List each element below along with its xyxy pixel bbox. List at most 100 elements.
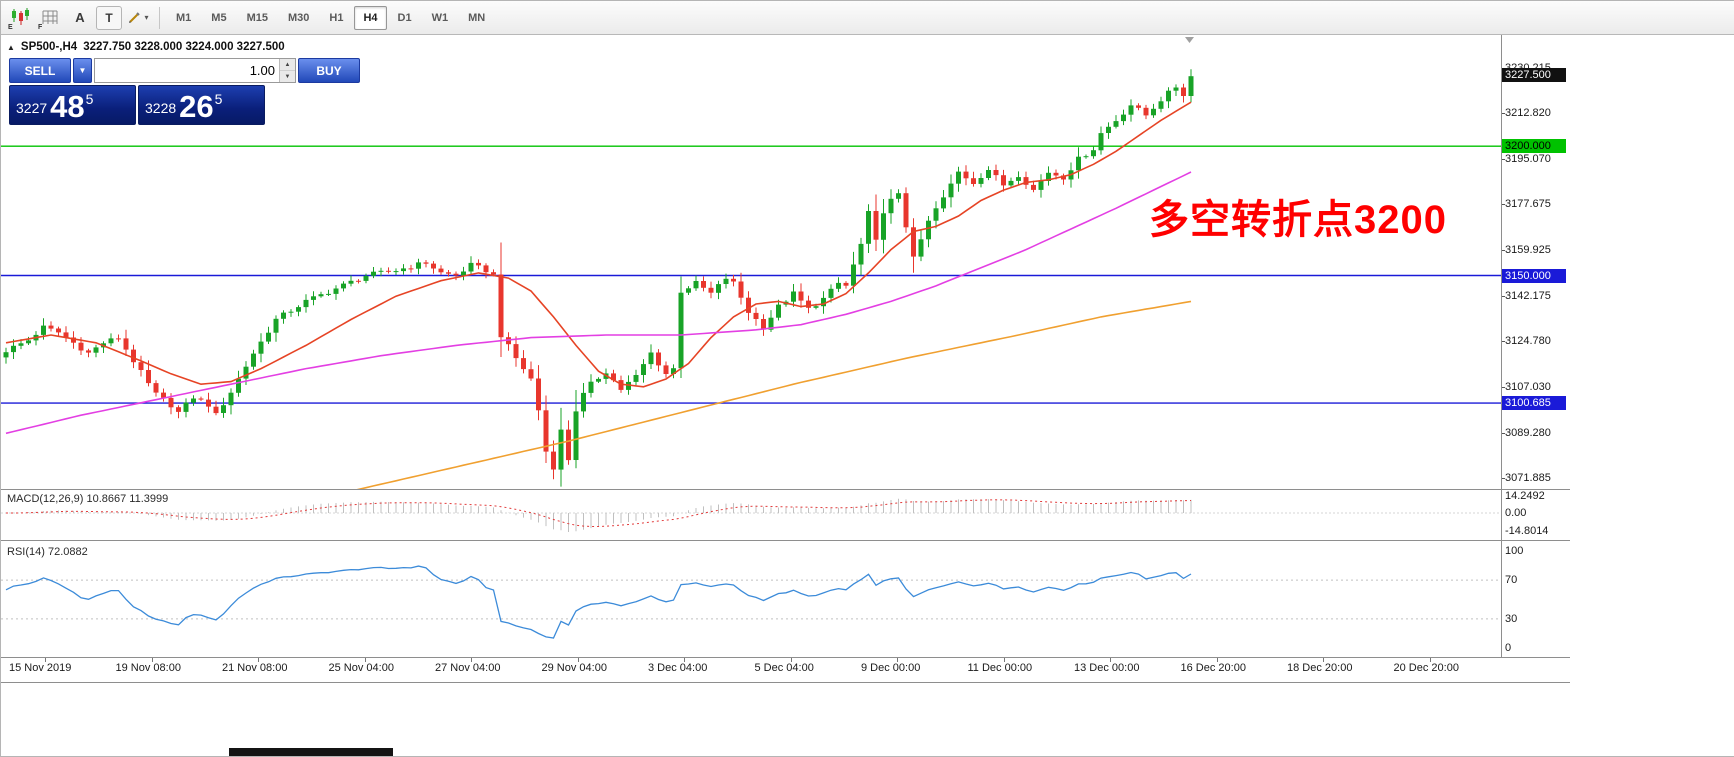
time-axis-tickmark — [1003, 658, 1005, 662]
volume-box: ▲ ▼ — [94, 58, 296, 83]
cursor-a-tool[interactable]: A — [66, 6, 94, 30]
price-axis-tickmark — [1501, 341, 1505, 342]
price-axis-separator — [1501, 35, 1502, 658]
buy-button[interactable]: BUY — [298, 58, 360, 83]
bottom-partial-ui-fragment — [229, 748, 393, 756]
sell-price-figure: 3227 — [16, 100, 48, 116]
macd-axis-label: -14.8014 — [1505, 524, 1549, 537]
time-axis-label: 11 Dec 00:00 — [967, 662, 1033, 674]
grid-icon[interactable]: F — [36, 6, 64, 31]
pencil-icon — [129, 12, 141, 23]
buy-price-figure: 3228 — [145, 100, 177, 116]
chart-header: ▲ SP500-,H4 3227.750 3228.000 3224.000 3… — [7, 41, 285, 53]
draw-tool-button[interactable]: ▾ — [124, 6, 152, 30]
chart-annotation-text: 多空转折点3200 — [1149, 198, 1447, 242]
volume-input[interactable] — [95, 59, 279, 82]
chart-ohlc-values: 3227.750 3228.000 3224.000 3227.500 — [83, 41, 285, 53]
time-axis-label: 20 Dec 20:00 — [1393, 662, 1459, 674]
time-axis-label: 18 Dec 20:00 — [1287, 662, 1353, 674]
macd-indicator-label: MACD(12,26,9) 10.8667 11.3999 — [7, 493, 169, 505]
rsi-indicator-chart — [1, 565, 1501, 639]
timeframe-button-M5[interactable]: M5 — [211, 11, 227, 24]
price-axis-label: 3177.675 — [1505, 197, 1551, 210]
timeframe-button-MN[interactable]: MN — [468, 11, 486, 24]
dropdown-caret-icon: ▾ — [144, 13, 149, 22]
price-axis-tickmark — [1501, 113, 1505, 114]
time-axis-tickmark — [471, 658, 472, 662]
hline-price-badge: 3100.685 — [1502, 396, 1566, 411]
price-axis-tickmark — [1501, 159, 1505, 160]
chart-symbol-timeframe: SP500-,H4 — [20, 41, 78, 53]
current-price-badge: 3227.500 — [1502, 68, 1566, 83]
candlestick-chart-icon-svg — [12, 8, 29, 25]
time-axis-label: 15 Nov 2019 — [9, 662, 72, 674]
pane-splitter-macd[interactable] — [1, 489, 1570, 490]
time-axis-label: 19 Nov 08:00 — [115, 662, 181, 674]
collapse-triangle-icon[interactable]: ▲ — [7, 42, 15, 52]
time-axis-tickmark — [790, 658, 792, 662]
buy-price-pips: 26 — [179, 88, 214, 124]
timeframe-button-H4[interactable]: H4 — [354, 5, 387, 30]
time-axis-tickmark — [1323, 658, 1324, 662]
macd-indicator-chart — [1, 498, 1501, 532]
price-axis-label: 3195.070 — [1505, 152, 1551, 165]
chart-bottom-border — [1, 682, 1570, 683]
price-axis-label: 3142.175 — [1505, 289, 1551, 302]
slow-ma-line — [356, 300, 1192, 489]
volume-spinner: ▲ ▼ — [279, 59, 295, 82]
time-axis-label: 29 Nov 04:00 — [541, 662, 607, 674]
text-tool-icon: T — [105, 10, 113, 25]
sell-price-pipette: 5 — [85, 91, 94, 107]
macd-histogram — [13, 498, 1192, 532]
time-axis-tickmark — [364, 658, 366, 662]
price-axis-tickmark — [1501, 296, 1505, 297]
time-axis-label: 25 Nov 04:00 — [328, 662, 394, 674]
timeframe-button-H1[interactable]: H1 — [329, 11, 344, 24]
timeframe-button-W1[interactable]: W1 — [431, 11, 449, 24]
trade-options-dropdown[interactable]: ▼ — [73, 58, 92, 83]
candlestick-chart-icon[interactable]: E — [6, 6, 34, 31]
timeframe-button-D1[interactable]: D1 — [397, 11, 412, 24]
time-axis-tickmark — [897, 658, 898, 662]
time-axis-tickmark — [45, 658, 46, 662]
buy-price-display[interactable]: 3228 26 5 — [138, 85, 265, 125]
trade-panel-quotes: 3227 48 5 3228 26 5 — [9, 85, 265, 125]
hline-price-badge: 3150.000 — [1502, 268, 1566, 283]
macd-axis-label: 14.2492 — [1505, 489, 1545, 502]
timeframe-button-M15[interactable]: M15 — [246, 11, 268, 24]
time-axis-label: 27 Nov 04:00 — [435, 662, 501, 674]
time-axis-label: 16 Dec 20:00 — [1180, 662, 1246, 674]
price-axis-label: 3089.280 — [1505, 426, 1551, 439]
sell-price-display[interactable]: 3227 48 5 — [9, 85, 136, 125]
pane-splitter-rsi[interactable] — [1, 540, 1570, 541]
chart-icon-sub-label: E — [8, 23, 13, 31]
rsi-indicator-label: RSI(14) 72.0882 — [7, 546, 88, 558]
grid-icon-svg — [42, 10, 58, 24]
time-axis-tickmark — [1216, 658, 1218, 662]
price-axis-tickmark — [1501, 433, 1505, 434]
grid-icon-sub-label: F — [38, 23, 43, 31]
timeframe-button-M30[interactable]: M30 — [287, 11, 310, 24]
time-axis-label: 9 Dec 00:00 — [861, 662, 921, 674]
trade-panel-controls: SELL ▼ ▲ ▼ BUY — [9, 58, 360, 83]
time-axis-tickmark — [1110, 658, 1111, 662]
time-axis-label: 13 Dec 00:00 — [1074, 662, 1140, 674]
volume-down-button[interactable]: ▼ — [280, 71, 295, 82]
time-axis-label: 5 Dec 04:00 — [754, 662, 814, 674]
text-tool-button[interactable]: T — [96, 5, 122, 30]
time-axis-tickmark — [577, 658, 579, 662]
price-axis-label: 3159.925 — [1505, 243, 1551, 256]
sell-button[interactable]: SELL — [9, 58, 71, 83]
buy-price-pipette: 5 — [214, 91, 223, 107]
rsi-axis-label: 70 — [1505, 574, 1518, 587]
candles-group — [3, 69, 1194, 487]
sell-price-pips: 48 — [50, 88, 85, 124]
price-chart — [1, 37, 1501, 489]
volume-up-button[interactable]: ▲ — [280, 59, 295, 71]
time-axis-label: 3 Dec 04:00 — [648, 662, 708, 674]
time-axis-tickmark — [151, 658, 153, 662]
rsi-axis-label: 0 — [1505, 642, 1512, 654]
price-axis-label: 3212.820 — [1505, 107, 1551, 119]
timeframe-button-M1[interactable]: M1 — [176, 11, 192, 24]
